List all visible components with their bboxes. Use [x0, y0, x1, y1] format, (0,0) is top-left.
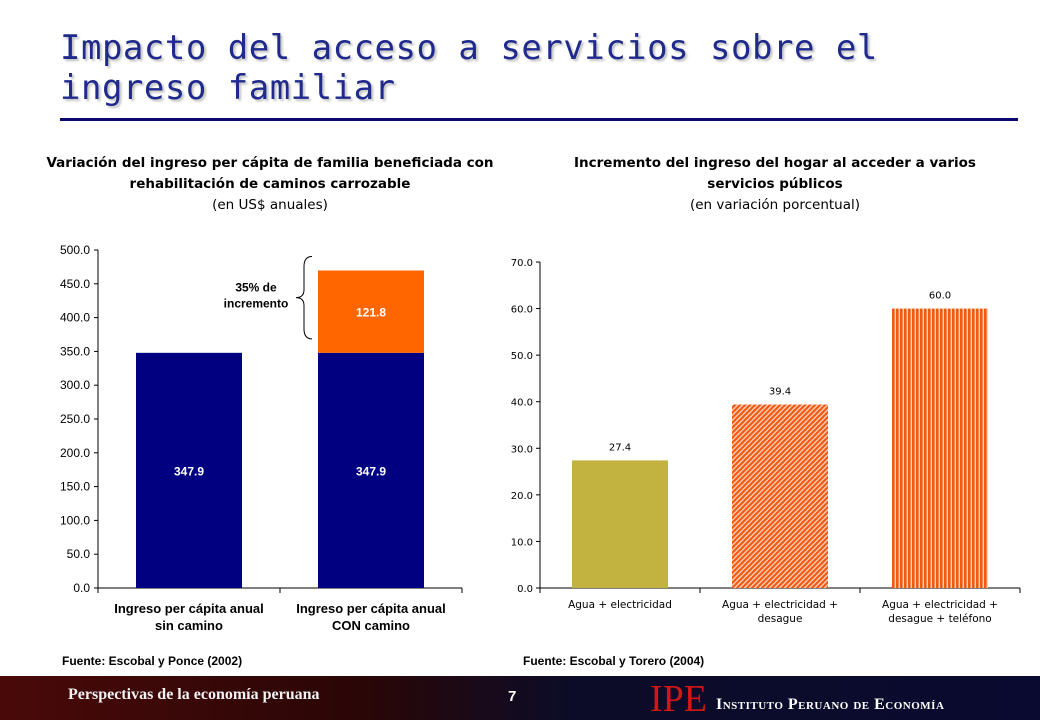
y-tick-label: 500.0 [60, 243, 90, 257]
title-divider [60, 118, 1018, 121]
y-tick-label: 70.0 [511, 258, 533, 269]
y-tick-label: 200.0 [60, 446, 90, 460]
left-chart-title: Variación del ingreso per cápita de fami… [46, 155, 494, 192]
x-category-label: Ingreso per cápita anual [114, 601, 264, 616]
y-tick-label: 0.0 [517, 584, 533, 595]
y-tick-label: 10.0 [511, 537, 533, 548]
left-chart-title-block: Variación del ingreso per cápita de fami… [20, 153, 520, 216]
y-tick-label: 30.0 [511, 444, 533, 455]
bar-increment [318, 270, 424, 353]
page-number: 7 [508, 688, 517, 705]
footer-publication-title: Perspectivas de la economía peruana [68, 686, 320, 703]
brace-annotation [295, 255, 313, 340]
data-label: 27.4 [609, 442, 631, 453]
left-chart-source: Fuente: Escobal y Ponce (2002) [62, 654, 243, 668]
x-category-label: Agua + electricidad [568, 599, 672, 611]
x-category-label: Agua + electricidad + [882, 599, 998, 611]
data-label: 60.0 [929, 291, 951, 302]
bar-base [318, 352, 424, 588]
x-category-label: desague + teléfono [888, 613, 991, 625]
bar [572, 460, 668, 588]
right-chart-source: Fuente: Escobal y Torero (2004) [523, 654, 705, 668]
y-tick-label: 150.0 [60, 480, 90, 494]
bar-base [136, 352, 242, 588]
left-chart-subtitle: (en US$ anuales) [212, 197, 328, 213]
annotation-text: 35% de [235, 281, 277, 295]
bar [892, 308, 988, 588]
data-label-base: 347.9 [356, 464, 386, 478]
y-tick-label: 250.0 [60, 412, 90, 426]
y-tick-label: 50.0 [511, 351, 533, 362]
data-label: 39.4 [769, 387, 791, 398]
x-category-label: desague [758, 613, 803, 625]
right-chart-subtitle: (en variación porcentual) [689, 197, 861, 213]
x-category-label: CON camino [332, 618, 410, 633]
left-stacked-bar-chart: 0.0 50.0 100.0 150.0 200.0 250.0 300.0 350.0 400… [60, 243, 463, 633]
y-tick-label: 350.0 [60, 344, 90, 358]
annotation-text: incremento [224, 297, 289, 311]
y-tick-label: 300.0 [60, 378, 90, 392]
ipe-logo: IPE [650, 678, 707, 720]
institution-name: Instituto Peruano de Economía [716, 696, 945, 713]
x-category-label: Ingreso per cápita anual [296, 601, 446, 616]
bar [732, 404, 828, 588]
y-tick-label: 20.0 [511, 491, 533, 502]
right-chart-title: Incremento del ingreso del hogar al acce… [574, 155, 976, 192]
y-tick-label: 450.0 [60, 277, 90, 291]
y-tick-label: 60.0 [511, 305, 533, 316]
y-tick-label: 400.0 [60, 311, 90, 325]
x-category-label: sin camino [155, 618, 223, 633]
data-label-increment: 121.8 [356, 306, 386, 320]
y-tick-label: 0.0 [73, 581, 90, 595]
y-tick-label: 40.0 [511, 398, 533, 409]
y-tick-label: 100.0 [60, 513, 90, 527]
data-label-base: 347.9 [174, 464, 204, 478]
footer-bar [0, 676, 1040, 720]
right-bar-chart: 0.0 10.0 20.0 30.0 40.0 50.0 60.0 70.0 27.4 Agua … [511, 258, 1021, 625]
y-tick-label: 50.0 [67, 547, 91, 561]
right-chart-title-block: Incremento del ingreso del hogar al acce… [560, 153, 990, 216]
slide-title: Impacto del acceso a servicios sobre el … [60, 28, 878, 108]
x-category-label: Agua + electricidad + [722, 599, 838, 611]
